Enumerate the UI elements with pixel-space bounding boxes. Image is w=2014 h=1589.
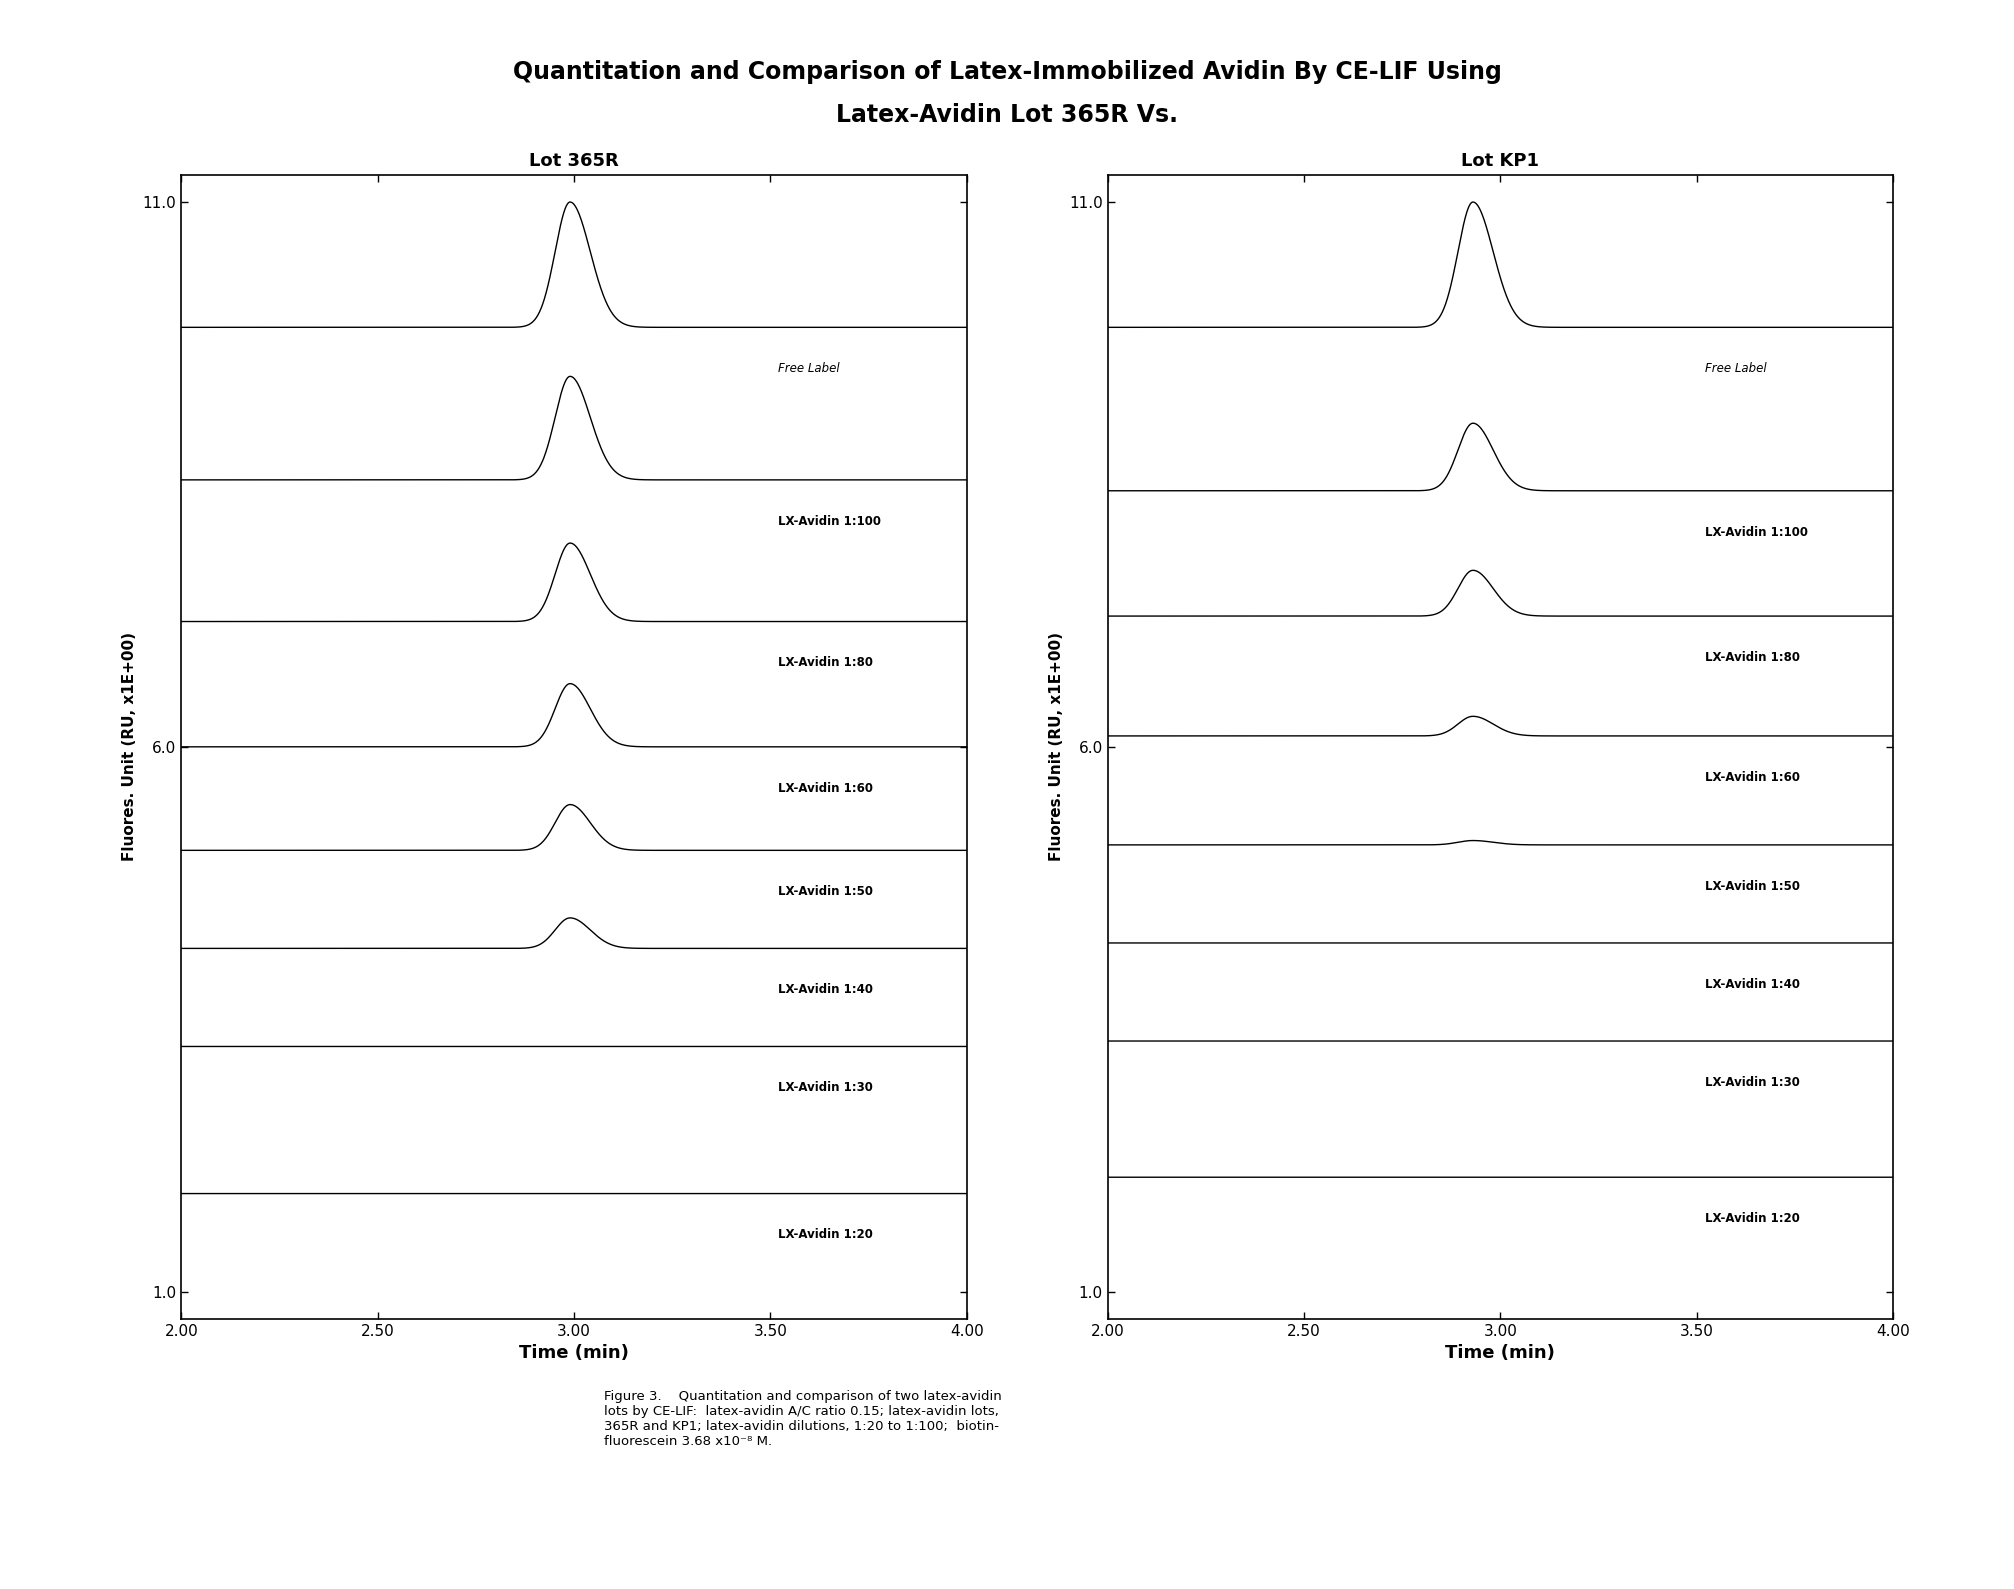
Text: LX-Avidin 1:20: LX-Avidin 1:20: [1704, 1212, 1801, 1225]
Text: Latex-Avidin Lot 365R Vs.: Latex-Avidin Lot 365R Vs.: [836, 103, 1178, 127]
X-axis label: Time (min): Time (min): [520, 1344, 628, 1362]
Title: Lot KP1: Lot KP1: [1462, 153, 1539, 170]
Y-axis label: Fluores. Unit (RU, x1E+00): Fluores. Unit (RU, x1E+00): [1049, 632, 1063, 861]
Text: Quantitation and Comparison of Latex-Immobilized Avidin By CE-LIF Using: Quantitation and Comparison of Latex-Imm…: [512, 60, 1502, 84]
Text: LX-Avidin 1:100: LX-Avidin 1:100: [777, 515, 882, 528]
Y-axis label: Fluores. Unit (RU, x1E+00): Fluores. Unit (RU, x1E+00): [123, 632, 137, 861]
Text: LX-Avidin 1:80: LX-Avidin 1:80: [1704, 651, 1801, 664]
Text: LX-Avidin 1:50: LX-Avidin 1:50: [1704, 880, 1801, 893]
Text: LX-Avidin 1:60: LX-Avidin 1:60: [777, 782, 874, 794]
Text: LX-Avidin 1:100: LX-Avidin 1:100: [1704, 526, 1809, 539]
Title: Lot 365R: Lot 365R: [530, 153, 618, 170]
X-axis label: Time (min): Time (min): [1446, 1344, 1555, 1362]
Text: LX-Avidin 1:60: LX-Avidin 1:60: [1704, 771, 1801, 783]
Text: LX-Avidin 1:30: LX-Avidin 1:30: [777, 1082, 874, 1095]
Text: Figure 3.    Quantitation and comparison of two latex-avidin
lots by CE-LIF:  la: Figure 3. Quantitation and comparison of…: [604, 1390, 1001, 1449]
Text: LX-Avidin 1:40: LX-Avidin 1:40: [777, 984, 874, 996]
Text: LX-Avidin 1:20: LX-Avidin 1:20: [777, 1228, 874, 1241]
Text: LX-Avidin 1:50: LX-Avidin 1:50: [777, 885, 874, 898]
Text: LX-Avidin 1:80: LX-Avidin 1:80: [777, 656, 874, 669]
Text: LX-Avidin 1:30: LX-Avidin 1:30: [1704, 1076, 1801, 1088]
Text: LX-Avidin 1:40: LX-Avidin 1:40: [1704, 977, 1801, 992]
Text: Free Label: Free Label: [1704, 362, 1766, 375]
Text: Free Label: Free Label: [777, 362, 840, 375]
